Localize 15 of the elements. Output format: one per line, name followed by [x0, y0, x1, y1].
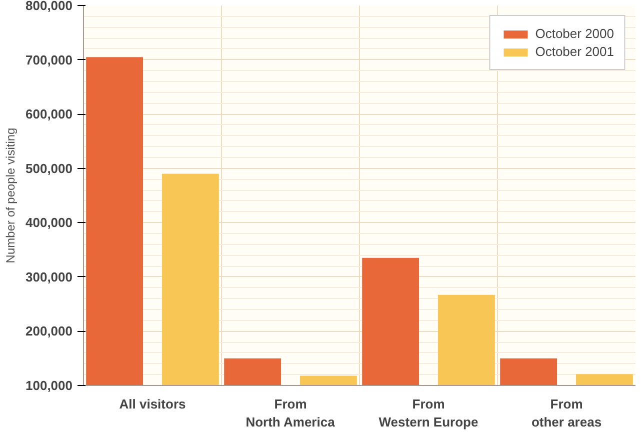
x-tick-label: From other areas [531, 396, 602, 430]
y-tick-label: 800,000 [26, 0, 73, 13]
y-tick-label: 200,000 [26, 324, 73, 339]
y-tick-label: 600,000 [26, 106, 73, 122]
y-axis-title: Number of people visiting [4, 128, 18, 264]
x-tick-label: From North America [246, 396, 336, 430]
y-tick-label: 100,000 [26, 378, 73, 393]
x-tick-label: All visitors [119, 396, 186, 412]
legend-label: October 2001 [535, 44, 614, 59]
y-tick-label: 500,000 [26, 160, 73, 176]
y-tick-label: 400,000 [26, 215, 73, 230]
y-tick-label: 300,000 [26, 269, 73, 284]
legend-label: October 2000 [535, 26, 614, 41]
y-tick-label: 700,000 [26, 52, 73, 68]
x-tick-label: From Western Europe [378, 396, 478, 430]
